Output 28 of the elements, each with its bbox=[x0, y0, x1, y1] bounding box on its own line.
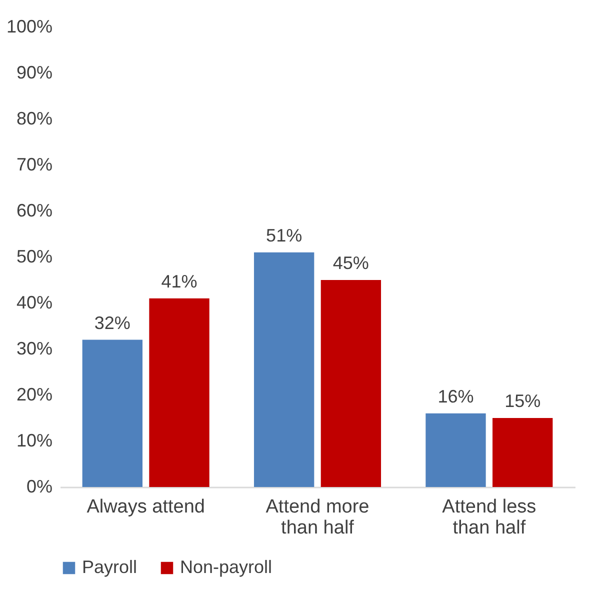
y-tick-label: 30% bbox=[16, 338, 52, 358]
legend-label: Payroll bbox=[82, 557, 138, 577]
x-tick-label: Always attend bbox=[86, 496, 205, 518]
data-label: 45% bbox=[332, 253, 369, 273]
y-tick-label: 0% bbox=[26, 476, 52, 496]
y-tick-label: 60% bbox=[16, 200, 52, 220]
bar bbox=[426, 413, 486, 487]
y-tick-label: 100% bbox=[6, 16, 52, 36]
data-label: 16% bbox=[438, 386, 474, 406]
y-tick-label: 10% bbox=[16, 430, 52, 450]
legend-label: Non-payroll bbox=[180, 557, 272, 577]
data-label: 15% bbox=[504, 391, 541, 411]
y-tick-label: 20% bbox=[16, 384, 52, 404]
data-label: 41% bbox=[161, 271, 198, 292]
y-tick-label: 70% bbox=[16, 154, 52, 174]
bar bbox=[149, 298, 210, 487]
data-label: 32% bbox=[94, 312, 130, 333]
bar bbox=[492, 418, 553, 487]
bar bbox=[320, 280, 382, 487]
bar bbox=[254, 252, 314, 487]
y-tick-label: 90% bbox=[16, 62, 52, 82]
y-tick-label: 80% bbox=[16, 108, 52, 128]
y-tick-label: 40% bbox=[16, 292, 52, 312]
x-tick-label: Attend less than half bbox=[442, 496, 536, 538]
data-label: 51% bbox=[266, 225, 302, 246]
bar bbox=[82, 340, 142, 487]
y-tick-label: 50% bbox=[16, 246, 52, 266]
x-tick-label: Attend more than half bbox=[266, 496, 370, 538]
